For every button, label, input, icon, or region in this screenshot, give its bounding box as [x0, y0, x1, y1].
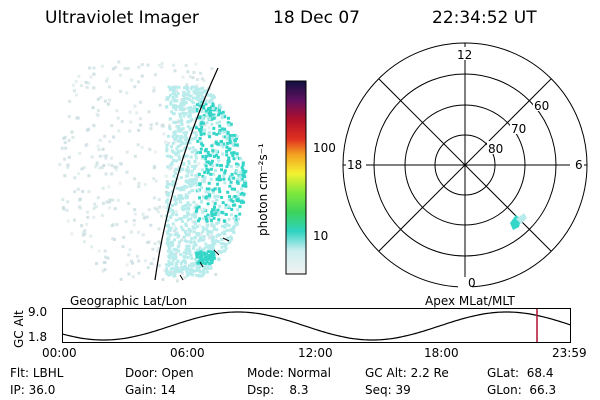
alt-ytick-9: 9.0	[28, 305, 48, 319]
limb-tick	[222, 237, 230, 242]
info-ip-value: 36.0	[28, 383, 56, 397]
geographic-image-panel	[58, 60, 248, 283]
info-flt: Flt: LBHL	[10, 366, 64, 380]
colorbar-tick-10: 10	[313, 229, 329, 243]
instrument-title: Ultraviolet Imager	[45, 8, 199, 28]
info-glat-value: 68.4	[526, 366, 554, 380]
alt-xtick: 23:59	[552, 346, 587, 360]
alt-ytick-1-8: 1.8	[28, 330, 48, 344]
info-seq: Seq: 39	[365, 383, 411, 397]
polar-aurora-patch	[510, 213, 527, 230]
info-dsp: Dsp: 8.3	[247, 383, 309, 397]
mlat-label-70: 70	[511, 122, 527, 136]
aurora-emission	[165, 85, 248, 278]
info-ip: IP: 36.0	[10, 383, 56, 397]
polar-diagonal	[378, 78, 552, 252]
altitude-axis-label: GC Alt	[12, 310, 26, 348]
info-door-value: Open	[161, 366, 194, 380]
info-flt-value: LBHL	[32, 366, 64, 380]
info-glon-value: 66.3	[529, 383, 557, 397]
info-gcalt-value: 2.2 Re	[410, 366, 449, 380]
alt-xtick: 00:00	[42, 346, 77, 360]
mlt-label-12: 12	[457, 48, 473, 62]
mlt-label-18: 18	[347, 158, 363, 172]
mlt-label-0: 0	[468, 276, 476, 290]
terminator-line	[154, 67, 219, 281]
mlat-label-80: 80	[488, 142, 504, 156]
info-gain-value: 14	[160, 383, 176, 397]
mlat-label-60: 60	[534, 99, 550, 113]
limb-tick	[179, 274, 184, 281]
mlt-label-6: 6	[575, 158, 583, 172]
info-mode-value: Normal	[287, 366, 331, 380]
info-glon: GLon: 66.3	[487, 383, 557, 397]
info-seq-value: 39	[395, 383, 411, 397]
polar-plot	[342, 42, 588, 289]
geographic-panel-label: Geographic Lat/Lon	[70, 294, 188, 308]
limb-tick	[199, 261, 204, 268]
altitude-track-plot	[62, 308, 571, 343]
altitude-track-frame	[62, 308, 571, 343]
info-glat: GLat: 68.4	[487, 366, 554, 380]
alt-xtick: 18:00	[424, 346, 459, 360]
info-gain: Gain: 14	[125, 383, 176, 397]
date-label: 18 Dec 07	[273, 8, 360, 28]
limb-tick	[213, 249, 220, 256]
time-label: 22:34:52 UT	[432, 8, 537, 28]
info-door: Door: Open	[125, 366, 194, 380]
info-dsp-value: 8.3	[289, 383, 309, 397]
apex-panel-label: Apex MLat/MLT	[425, 294, 515, 308]
alt-xtick: 06:00	[170, 346, 205, 360]
colorbar-unit-label: photon cm⁻²s⁻¹	[256, 143, 270, 236]
colorbar-tick-100: 100	[313, 141, 336, 155]
colorbar	[285, 80, 307, 275]
alt-xtick: 12:00	[298, 346, 333, 360]
info-gcalt: GC Alt: 2.2 Re	[365, 366, 449, 380]
altitude-curve	[62, 311, 571, 341]
info-mode: Mode: Normal	[247, 366, 331, 380]
